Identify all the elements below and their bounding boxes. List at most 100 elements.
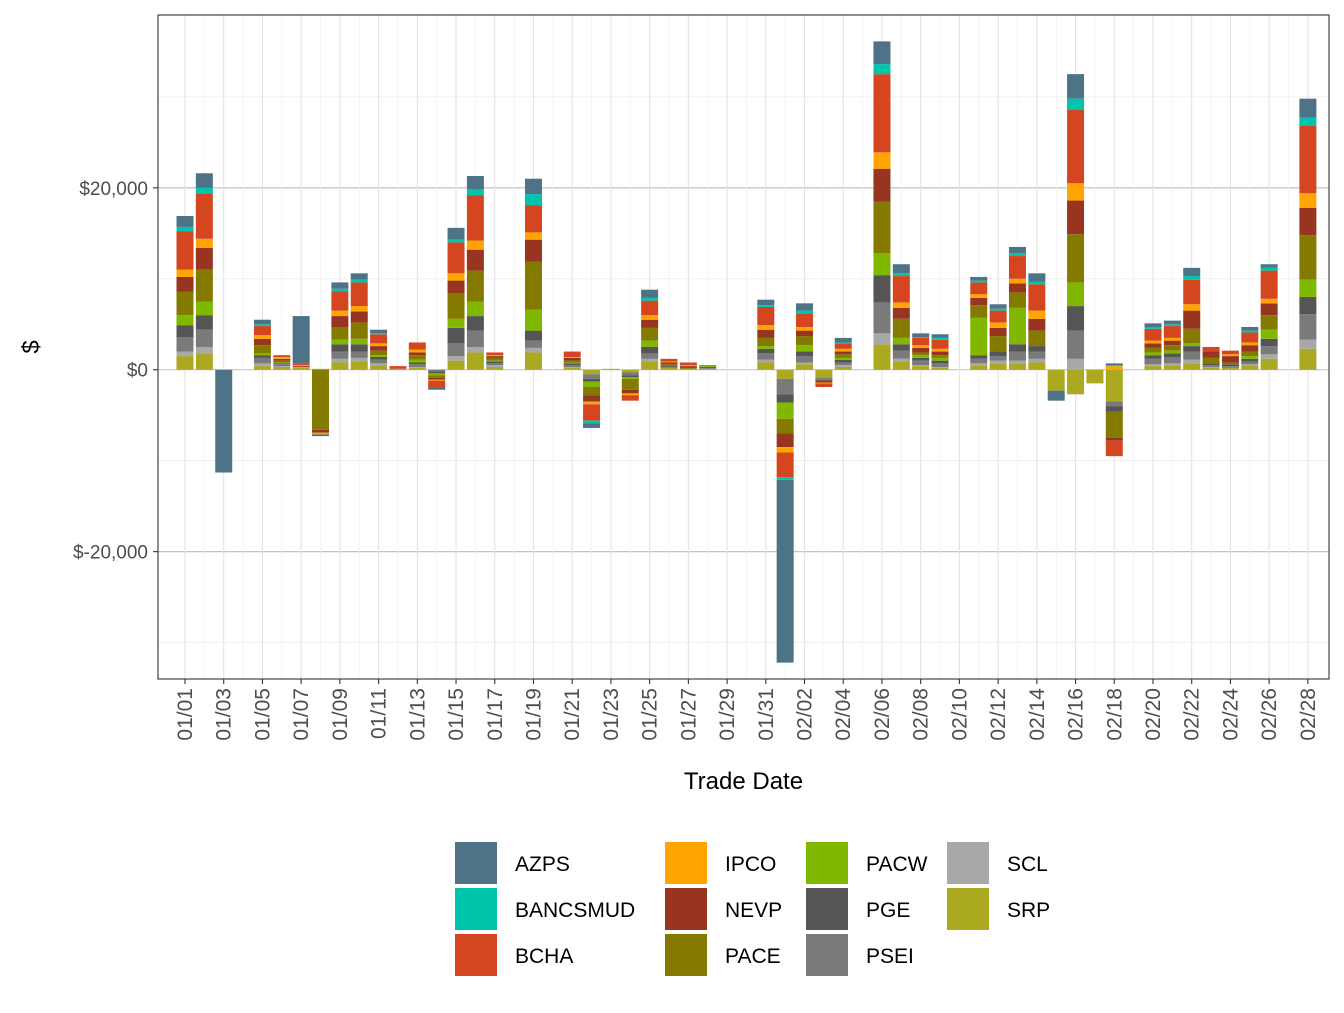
legend-label: SRP (1007, 899, 1050, 922)
bar-segment-srp (1047, 369, 1065, 391)
plot-panel-border (157, 14, 1330, 680)
bar-segment-srp (776, 369, 794, 379)
bar-segment-scl (176, 351, 194, 357)
bar-segment-bcha (176, 231, 194, 270)
bar-segment-srp (1105, 369, 1123, 402)
axes: $20,000 $0 $-20,000 01/01 01/03 01/05 01/07 01/… (73, 179, 1320, 741)
bar-segment-scl (796, 362, 814, 365)
bar-segment-srp (989, 363, 1007, 370)
bar-segment-bcha (1202, 347, 1220, 352)
bar-segment-psei (1299, 314, 1317, 340)
bar-segment-bancsmud (892, 273, 910, 277)
bar-segment-pge (1183, 346, 1201, 352)
bar-segment-bancsmud (757, 305, 775, 307)
bar-segment-nevp (892, 307, 910, 319)
bar-segment-azps (447, 227, 465, 240)
bar-segment-azps (892, 264, 910, 274)
x-tick-label: 02/04 (832, 688, 855, 741)
x-tick-label: 02/16 (1065, 688, 1088, 741)
bar-segment-bancsmud (447, 239, 465, 243)
bar-segment-ipco (1221, 354, 1239, 357)
bar-segment-psei (195, 329, 213, 347)
bar-segment-srp (621, 369, 639, 373)
bar-segment-psei (1183, 351, 1201, 360)
bar-segment-pge (1221, 364, 1239, 367)
bar-segment-bcha (834, 343, 852, 349)
bar-segment-ipco (873, 152, 891, 169)
bar-segment-azps (912, 333, 930, 337)
bar-segment-azps (1241, 326, 1259, 331)
bar-segment-pge (1028, 346, 1046, 352)
legend-key-bcha (455, 934, 497, 976)
x-tick-label: 01/25 (639, 688, 662, 741)
bar-segment-pacw (1241, 356, 1259, 359)
bar-segment-scl (1028, 358, 1046, 363)
bar-segment-srp (602, 368, 620, 370)
bar-segment-pace (195, 269, 213, 302)
bar-segment-srp (195, 353, 213, 370)
bar-segment-pacw (776, 402, 794, 419)
bar-segment-bancsmud (524, 194, 542, 206)
bar-segment-srp (1202, 367, 1220, 370)
bar-segment-scl (641, 358, 659, 362)
bar-segment-bcha (1067, 109, 1085, 184)
bar-segment-ipco (641, 315, 659, 320)
bar-segment-nevp (1241, 345, 1259, 352)
bar-segment-scl (350, 357, 368, 362)
bar-segment-bcha (989, 310, 1007, 323)
bar-segment-pge (660, 366, 678, 368)
bar-segment-bancsmud (583, 420, 601, 424)
x-tick-label: 02/28 (1297, 688, 1320, 741)
x-tick-label: 01/17 (484, 688, 507, 741)
bar-segment-pace (641, 327, 659, 341)
bar-segment-ipco (776, 447, 794, 453)
y-tick-label: $20,000 (79, 179, 148, 200)
bar-segment-scl (466, 347, 484, 353)
bar-segment-srp (796, 364, 814, 370)
bar-segment-psei (273, 364, 291, 367)
bar-segment-scl (931, 367, 949, 368)
bar-segment-bancsmud (195, 187, 213, 194)
bar-segment-pace (1260, 315, 1278, 330)
bar-segment-ipco (660, 361, 678, 363)
legend: AZPS BANCSMUD BCHA IPCO NEVP PACE PACW PGE PSEI S… (455, 842, 1050, 976)
bar-segment-srp (350, 361, 368, 370)
bar-segment-psei (1105, 401, 1123, 407)
bar-segment-ipco (370, 343, 388, 347)
bar-segment-pace (912, 352, 930, 356)
legend-key-srp (947, 888, 989, 930)
bar-segment-srp (892, 361, 910, 370)
legend-key-pace (665, 934, 707, 976)
bar-segment-bcha (912, 337, 930, 346)
bar-segment-nevp (524, 239, 542, 262)
bar-segment-nevp (1067, 200, 1085, 235)
bar-segment-srp (1260, 358, 1278, 370)
bar-segment-pge (970, 355, 988, 359)
bar-segment-bcha (1008, 256, 1026, 279)
bar-segment-bancsmud (989, 308, 1007, 311)
bar-segment-pge (253, 355, 271, 358)
bar-segment-bancsmud (1008, 253, 1026, 257)
bar-segment-psei (641, 353, 659, 359)
bar-segment-srp (486, 367, 504, 370)
bar-segment-pace (931, 355, 949, 358)
bar-segment-ipco (1260, 298, 1278, 304)
bar-segment-pace (1163, 345, 1181, 351)
bar-segment-bcha (583, 404, 601, 421)
bar-segment-psei (1202, 365, 1220, 368)
bar-segment-srp (389, 368, 407, 370)
x-tick-label: 01/31 (755, 688, 778, 741)
bar-segment-nevp (292, 366, 310, 368)
bar-segment-pacw (253, 353, 271, 356)
bar-segment-psei (253, 357, 271, 364)
y-tick-label: $0 (127, 361, 148, 382)
bar-segment-psei (912, 360, 930, 366)
gridlines (158, 15, 1329, 679)
legend-key-azps (455, 842, 497, 884)
bar-segment-psei (776, 378, 794, 395)
bar-segment-nevp (253, 338, 271, 346)
bar-segment-psei (757, 353, 775, 360)
bar-segment-bcha (641, 300, 659, 316)
bar-segment-srp (912, 366, 930, 370)
bar-segment-psei (428, 369, 446, 372)
